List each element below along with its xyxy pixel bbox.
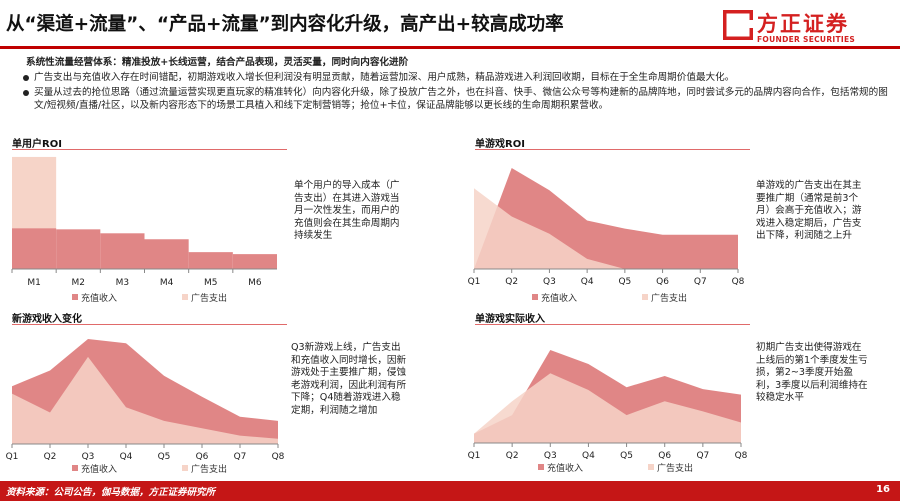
x-tick-label: M6 (248, 278, 262, 288)
section-divider (475, 149, 750, 150)
x-tick-label: Q5 (618, 277, 631, 287)
x-tick-label: Q1 (6, 452, 19, 462)
new-game-note: Q3新游戏上线，广告支出和充值收入同时增长，因新游戏处于主要推广期，侵蚀老游戏利… (291, 342, 407, 416)
x-tick-label: Q4 (581, 277, 594, 287)
x-tick-label: M3 (116, 278, 130, 288)
logo-mark-icon (723, 10, 753, 40)
x-tick-label: Q6 (196, 452, 209, 462)
bar-revenue (100, 233, 145, 269)
x-tick-label: Q7 (696, 451, 709, 461)
x-tick-label: Q2 (506, 451, 519, 461)
x-tick-label: Q6 (656, 277, 669, 287)
section-title-new-game: 新游戏收入变化 (12, 314, 82, 325)
legend-swatch (642, 294, 648, 300)
legend-label: 充值收入 (547, 462, 583, 474)
area-ad-spend (12, 356, 278, 444)
page-number: 16 (876, 484, 890, 495)
logo-text-cn: 方正证券 (757, 12, 849, 36)
legend-label: 充值收入 (81, 292, 117, 304)
page-title: 从“渠道+流量”、“产品+流量”到内容化升级，高产出+较高成功率 (6, 14, 564, 35)
intro-bullet: 买量从过去的抢位思路（通过流量运营实现更直玩家的精准转化）向内容化升级，除了投放… (18, 86, 888, 112)
x-tick-label: Q3 (82, 452, 95, 462)
x-tick-label: Q5 (158, 452, 171, 462)
x-tick-label: M1 (27, 278, 41, 288)
x-tick-label: Q8 (272, 452, 285, 462)
actual-note: 初期广告支出使得游戏在上线后的第1个季度发生亏损，第2~3季度开始盈利，3季度以… (756, 342, 868, 403)
area-ad-spend (474, 188, 738, 269)
legend-label: 广告支出 (651, 292, 687, 304)
intro-block: 系统性流量经营体系：精准投放+长线运营，结合产品表现，灵活买量，同时向内容化进阶… (18, 56, 888, 112)
source-note: 资料来源：公司公告，伽马数据，方正证券研究所 (6, 487, 216, 498)
x-tick-label: Q4 (582, 451, 595, 461)
footer-bar: 资料来源：公司公告，伽马数据，方正证券研究所 16 (0, 481, 900, 501)
legend-label: 充值收入 (81, 463, 117, 475)
legend-label: 广告支出 (191, 463, 227, 475)
legend-swatch (648, 464, 654, 470)
bar-revenue (232, 254, 277, 269)
actual-chart: Q1 Q2 Q3 Q4 Q5 Q6 Q7 Q8 充值收入 广告支出 (468, 350, 748, 474)
bar-revenue (56, 229, 101, 269)
x-tick-label: Q1 (468, 277, 481, 287)
legend-label: 广告支出 (191, 292, 227, 304)
section-divider (12, 324, 287, 325)
user-roi-note: 单个用户的导入成本（广告支出）在其进入游戏当月一次性发生，而用户的充值则会在其生… (294, 180, 400, 241)
bar-revenue (12, 228, 57, 269)
x-tick-label: Q7 (234, 452, 247, 462)
x-tick-label: Q8 (732, 277, 745, 287)
x-tick-label: M2 (72, 278, 86, 288)
x-tick-label: Q7 (694, 277, 707, 287)
header-divider (0, 46, 900, 49)
x-tick-label: Q3 (543, 277, 556, 287)
legend-swatch (538, 464, 544, 470)
bar-revenue (188, 252, 233, 269)
legend-swatch (532, 294, 538, 300)
area-ad-spend (474, 373, 741, 443)
section-title-user-roi: 单用户ROI (12, 139, 62, 150)
legend-swatch (72, 294, 78, 300)
user-roi-chart: M1 M2 M3 M4 M5 M6 充值收入 广告支出 (11, 156, 277, 304)
intro-bullet: 广告支出与充值收入存在时间错配，初期游戏收入增长但利润没有明显贡献，随着运营加深… (18, 71, 888, 84)
section-title-actual: 单游戏实际收入 (475, 314, 545, 325)
legend-swatch (182, 294, 188, 300)
logo-text-en: FOUNDER SECURITIES (757, 35, 856, 44)
bullet-icon (23, 90, 29, 96)
bar-revenue (144, 239, 189, 269)
legend-swatch (182, 465, 188, 471)
x-tick-label: Q6 (658, 451, 671, 461)
new-game-chart: Q1 Q2 Q3 Q4 Q5 Q6 Q7 Q8 充值收入 广告支出 (6, 339, 285, 475)
legend-swatch (72, 465, 78, 471)
section-title-game-roi: 单游戏ROI (475, 139, 525, 150)
x-tick-label: Q3 (544, 451, 557, 461)
x-tick-label: M4 (160, 278, 174, 288)
x-tick-label: Q1 (468, 451, 481, 461)
section-divider (12, 149, 287, 150)
x-tick-label: Q2 (505, 277, 518, 287)
section-divider (475, 324, 750, 325)
legend-label: 充值收入 (541, 292, 577, 304)
game-roi-chart: Q1 Q2 Q3 Q4 Q5 Q6 Q7 Q8 充值收入 广告支出 (468, 168, 745, 304)
x-tick-label: Q4 (120, 452, 133, 462)
legend-label: 广告支出 (657, 462, 693, 474)
x-tick-label: Q2 (44, 452, 57, 462)
x-tick-label: M5 (204, 278, 218, 288)
intro-bullet-text: 广告支出与充值收入存在时间错配，初期游戏收入增长但利润没有明显贡献，随着运营加深… (34, 72, 735, 83)
company-logo: 方正证券 FOUNDER SECURITIES (723, 8, 895, 50)
intro-bullet-text: 买量从过去的抢位思路（通过流量运营实现更直玩家的精准转化）向内容化升级，除了投放… (34, 87, 888, 111)
game-roi-note: 单游戏的广告支出在其主要推广期（通常是前3个月）会高于充值收入；游戏进入稳定期后… (756, 180, 862, 241)
x-tick-label: Q5 (620, 451, 633, 461)
x-tick-label: Q8 (735, 451, 748, 461)
intro-heading: 系统性流量经营体系：精准投放+长线运营，结合产品表现，灵活买量，同时向内容化进阶 (26, 57, 409, 68)
bullet-icon (23, 75, 29, 81)
